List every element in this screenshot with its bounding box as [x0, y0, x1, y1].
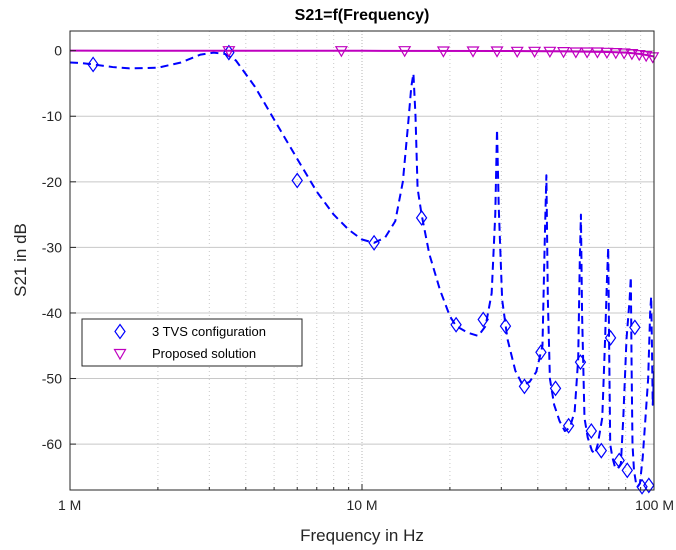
marker-3-tvs [643, 477, 655, 494]
marker-proposed [625, 49, 639, 61]
marker-proposed [398, 46, 412, 58]
marker-3-tvs [450, 316, 462, 333]
marker-proposed [646, 52, 660, 64]
marker-3-tvs [629, 319, 641, 336]
marker-3-tvs [499, 318, 512, 335]
marker-proposed [466, 46, 480, 58]
marker-proposed [569, 47, 583, 59]
grid-layer [69, 31, 655, 490]
marker-proposed [543, 46, 557, 59]
marker-3-tvs [574, 354, 587, 371]
x-axis-title: Frequency in Hz [300, 526, 424, 545]
marker-3-tvs [613, 452, 625, 469]
marker-proposed [609, 48, 623, 60]
marker-proposed [334, 46, 348, 58]
marker-3-tvs [415, 209, 428, 226]
marker-3-tvs [595, 442, 608, 459]
x-tick-label: 100 M [635, 497, 674, 513]
y-tick-label: 0 [54, 43, 62, 59]
marker-proposed [222, 46, 236, 58]
marker-proposed [632, 50, 646, 62]
x-tick-label: 10 M [346, 497, 377, 513]
marker-proposed [617, 48, 631, 60]
marker-3-tvs [585, 422, 598, 440]
marker-proposed [528, 46, 542, 59]
marker-3-tvs [477, 311, 489, 328]
marker-proposed [590, 47, 604, 59]
marker-3-tvs [562, 417, 575, 434]
marker-3-tvs [87, 56, 99, 73]
legend-marker-proposed [113, 348, 127, 361]
legend-label-proposed: Proposed solution [152, 346, 256, 361]
legend: 3 TVS configuration Proposed solution [81, 318, 303, 367]
marker-proposed [490, 46, 504, 58]
marker-3-tvs [291, 172, 303, 189]
marker-proposed [436, 46, 450, 58]
plot-area-background [70, 31, 654, 490]
marker-proposed [510, 46, 524, 59]
y-axis-title: S21 in dB [11, 223, 30, 297]
marker-3-tvs [368, 234, 380, 251]
marker-3-tvs [604, 329, 617, 346]
marker-proposed [580, 47, 594, 59]
marker-3-tvs [549, 380, 562, 397]
tick-layer: 1 M 10 M 100 M 0 -10 -20 -30 -40 -50 -60 [42, 43, 674, 513]
x-tick-label: 1 M [58, 497, 81, 513]
marker-3-tvs [518, 378, 531, 395]
marker-3-tvs [621, 462, 634, 479]
y-tick-label: -30 [42, 239, 62, 255]
y-tick-label: -40 [42, 305, 62, 321]
y-tick-label: -60 [42, 436, 62, 452]
series-layer [70, 49, 654, 488]
legend-label-3-tvs: 3 TVS configuration [152, 324, 266, 339]
marker-layer [87, 44, 660, 495]
marker-3-tvs [535, 344, 547, 361]
marker-proposed [556, 47, 571, 59]
y-tick-label: -10 [42, 108, 62, 124]
series-line-3-tvs [70, 51, 654, 488]
y-tick-label: -50 [42, 371, 62, 387]
legend-marker-3-tvs [114, 323, 126, 340]
marker-proposed [600, 47, 614, 60]
chart-title: S21=f(Frequency) [295, 7, 430, 24]
marker-3-tvs [636, 478, 648, 495]
y-tick-label: -20 [42, 174, 62, 190]
series-line-proposed [70, 49, 654, 58]
